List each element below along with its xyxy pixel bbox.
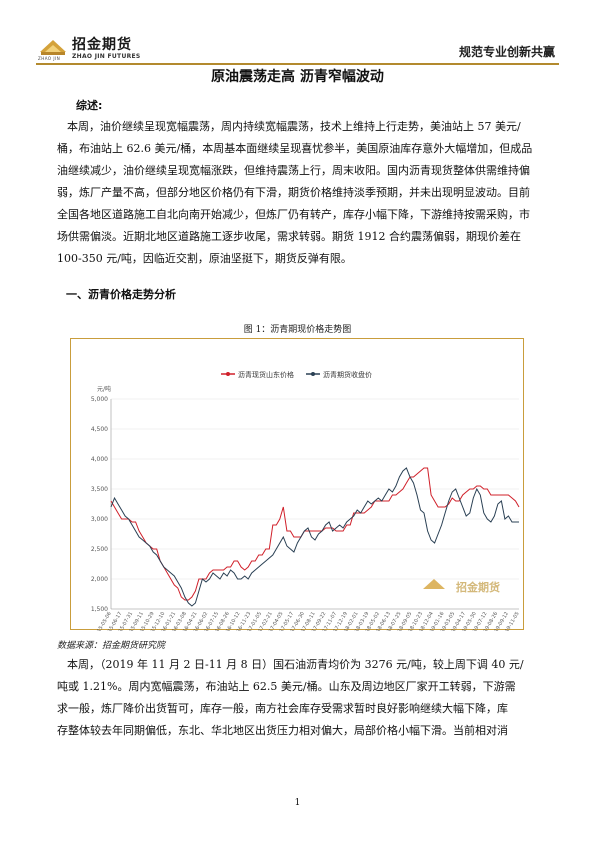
y-tick-label: 4,000 [91,456,108,463]
y-tick-label: 2,000 [91,576,108,583]
watermark-emblem-icon [423,579,445,589]
logo-emblem-icon [40,40,66,55]
summary-line: 油继续减少，油价继续呈现宽幅涨跌，但维持震荡上行，周末收阳。国内沥青现货整体供需… [57,164,530,177]
y-axis-unit: 元/吨 [97,385,111,393]
legend-marker [226,372,230,376]
logo-sub-cn: ZHAO JIN [38,56,61,61]
logo-sub-en: ZHAO JIN FUTURES [72,53,141,60]
chart-watermark: 招金期货 [456,580,500,594]
summary-line: 桶，布油站上 62.6 美元/桶，本周基本面继续呈现喜忧参半，美国原油库存意外大… [57,142,533,155]
summary-line: 100-350 元/吨，因临近交割，原油坚挺下，期货反弹有限。 [57,252,352,265]
summary-line: 本周，油价继续呈现宽幅震荡，周内持续宽幅震荡，技术上维持上行走势，美油站上 57… [67,120,521,133]
header-slogan: 规范专业创新共赢 [458,45,555,59]
company-logo: 招金期货 ZHAO JIN ZHAO JIN FUTURES [38,36,148,61]
header-divider [36,63,559,65]
report-title: 原油震荡走高 沥青窄幅波动 [211,69,384,85]
page-number: 1 [294,798,301,808]
analysis-paragraph: 本周，（2019 年 11 月 2 日-11 月 8 日）国石油沥青均价为 32… [57,654,539,742]
legend-marker [311,372,315,376]
series-line [110,467,519,607]
summary-paragraph: 本周，油价继续呈现宽幅震荡，周内持续宽幅震荡，技术上维持上行走势，美油站上 57… [57,116,539,270]
y-tick-label: 3,000 [91,516,108,523]
summary-line: 场供需偏淡。近期北地区道路施工逐步收尾，需求转弱。期货 1912 合约震荡偏弱，… [57,230,521,243]
analysis-line: 本周，（2019 年 11 月 2 日-11 月 8 日）国石油沥青均价为 32… [67,658,524,671]
summary-heading: 综述: [76,99,103,112]
summary-line: 全国各地区道路施工自北向南开始减少，但炼厂仍有转产，库存小幅下降，下游维持按需采… [57,208,530,221]
summary-line: 弱，炼厂产量不高，但部分地区价格仍有下滑，期货价格维持淡季预期，并未出现明显波动… [57,186,530,199]
data-source: 数据来源：招金期货研究院 [57,641,166,651]
y-tick-label: 5,000 [91,396,108,403]
y-tick-label: 2,500 [91,546,108,553]
figure-caption: 图 1：沥青期现价格走势图 [243,325,352,335]
analysis-line: 存整体较去年同期偏低，东北、华北地区出货压力相对偏大，局部价格小幅下滑。当前相对… [57,724,508,737]
analysis-line: 求一般，炼厂降价出货暂可，库存一般，南方社会库存受需求暂时良好影响继续大幅下降，… [57,702,508,715]
y-tick-label: 1,500 [91,606,108,613]
page-header: 招金期货 ZHAO JIN ZHAO JIN FUTURES 规范专业创新共赢 [0,0,595,65]
legend-label: 沥青现货山东价格 [238,370,294,379]
y-tick-label: 4,500 [91,426,108,433]
section1-heading: 一、沥青价格走势分析 [66,288,176,301]
price-chart: 沥青现货山东价格 沥青期货收盘价元/吨 5,000 4,500 4,000 3,500 3,… [70,338,524,631]
series-line [110,467,520,601]
logo-name: 招金期货 [72,37,132,53]
analysis-line: 吨或 1.21%。周内宽幅震荡，布油站上 62.5 美元/桶。山东及周边地区厂家… [57,680,516,693]
y-tick-label: 3,500 [91,486,108,493]
legend-label: 沥青期货收盘价 [323,370,372,379]
